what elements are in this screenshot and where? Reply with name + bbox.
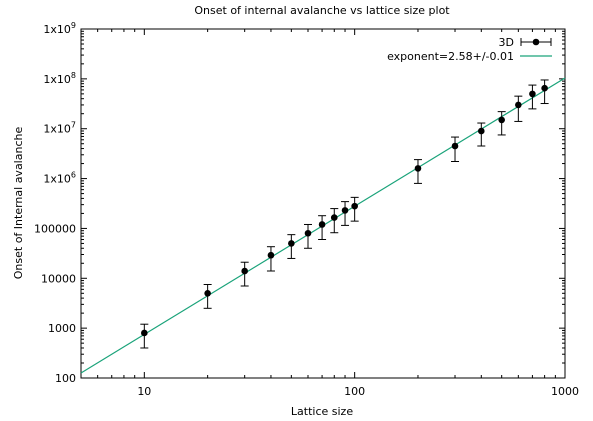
x-tick-label: 1000 xyxy=(551,385,579,398)
tick-marks xyxy=(80,28,566,379)
data-point xyxy=(529,90,536,98)
data-point xyxy=(330,214,338,221)
data-point xyxy=(414,165,422,172)
x-axis-label: Lattice size xyxy=(291,405,353,418)
x-tick-labels: 10 100 1000 xyxy=(137,385,579,398)
data-point xyxy=(318,221,326,228)
legend-label-exponent: exponent=2.58+/-0.01 xyxy=(387,50,514,63)
y-tick-label: 1x108 xyxy=(43,71,76,86)
data-point xyxy=(451,142,459,150)
x-tick-label: 10 xyxy=(137,385,151,398)
y-tick-label: 100 xyxy=(55,372,76,385)
data-point xyxy=(341,207,349,214)
data-point xyxy=(241,267,248,275)
y-axis-label: Onset of Internal avalanche xyxy=(12,127,25,280)
data-point xyxy=(541,84,548,92)
y-tick-labels: 100 1000 10000 100000 1x106 1x107 1x108 1x109 xyxy=(34,21,76,385)
data-points-series xyxy=(140,79,549,349)
y-tick-label: 1x106 xyxy=(43,171,76,186)
data-point xyxy=(304,229,312,237)
y-tick-label: 10000 xyxy=(41,272,76,285)
data-point xyxy=(477,127,485,135)
data-point xyxy=(351,202,358,210)
data-point xyxy=(204,289,211,297)
data-point xyxy=(141,329,148,337)
legend: 3D exponent=2.58+/-0.01 xyxy=(387,36,552,63)
y-tick-label: 1x107 xyxy=(43,121,76,136)
chart-title: Onset of internal avalanche vs lattice s… xyxy=(194,4,450,17)
y-tick-label: 1x109 xyxy=(43,21,76,36)
plot-frame xyxy=(80,28,566,379)
data-point xyxy=(288,240,295,247)
y-tick-label: 1000 xyxy=(48,322,76,335)
x-tick-label: 100 xyxy=(344,385,365,398)
data-point xyxy=(267,251,275,259)
legend-sample-3d xyxy=(520,38,552,46)
data-point xyxy=(515,101,522,109)
data-point xyxy=(498,116,505,124)
legend-label-3d: 3D xyxy=(499,36,514,49)
legend-point xyxy=(532,38,540,46)
y-tick-label: 100000 xyxy=(34,222,76,235)
